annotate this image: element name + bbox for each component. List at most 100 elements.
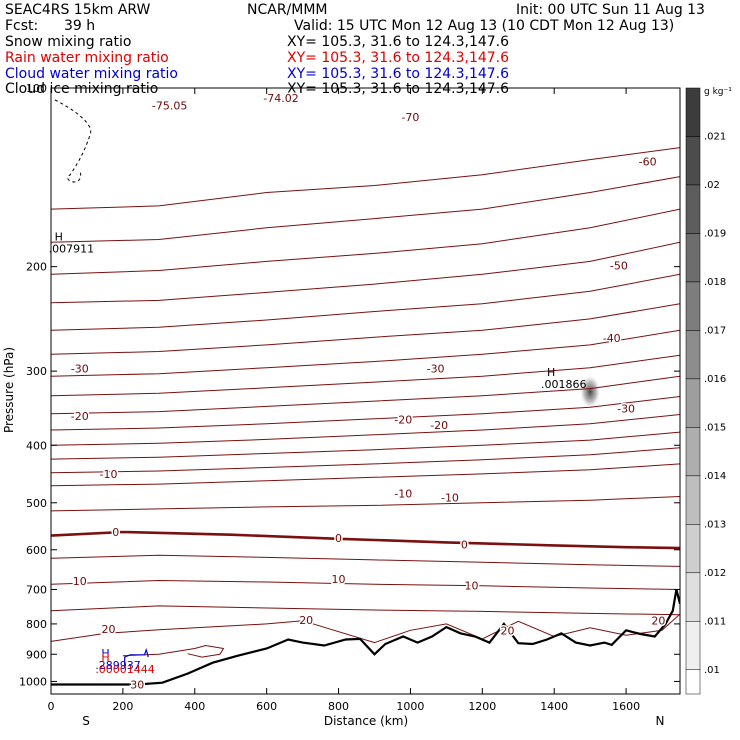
snow-max-shading bbox=[580, 375, 601, 408]
isotherm-label: 20 bbox=[102, 623, 116, 636]
valid-time: Valid: 15 UTC Mon 12 Aug 13 (10 CDT Mon … bbox=[294, 18, 675, 34]
colorbar-swatch bbox=[685, 572, 701, 622]
isotherm-label: -75.05 bbox=[152, 99, 187, 112]
xy-range-cloud-water: XY= 105.3, 31.6 to 124.3,147.6 bbox=[287, 66, 510, 82]
isotherm-m35 bbox=[51, 375, 680, 415]
colorbar-level: .013 bbox=[704, 519, 726, 530]
isotherm-label: -30 bbox=[427, 363, 445, 376]
colorbar-level: .011 bbox=[704, 616, 726, 627]
colorbar-swatch bbox=[685, 184, 701, 234]
isotherm-label: -30 bbox=[71, 363, 89, 376]
colorbar-swatch bbox=[685, 427, 701, 477]
isotherm-25 bbox=[122, 644, 225, 658]
isotherm-m60 bbox=[51, 241, 680, 304]
colorbar-swatch bbox=[685, 330, 701, 380]
extremum-value: .007911 bbox=[49, 243, 95, 256]
y-tick-label: 300 bbox=[26, 365, 47, 378]
isotherm-label: -10 bbox=[100, 468, 118, 481]
colorbar-swatch bbox=[685, 233, 701, 283]
isotherm-label: 0 bbox=[461, 539, 468, 552]
isotherm-m70 bbox=[51, 176, 680, 243]
model-title: SEAC4RS 15km ARW bbox=[5, 2, 151, 18]
isotherm-m30 bbox=[51, 396, 680, 431]
colorbar-unit: g kg⁻¹ bbox=[704, 87, 732, 97]
forecast-hour: 39 h bbox=[64, 18, 96, 34]
x-axis-title: Distance (km) bbox=[324, 714, 408, 728]
extremum-mark: H bbox=[55, 231, 63, 244]
y-tick-label: 400 bbox=[26, 439, 47, 452]
isotherm-label: 0 bbox=[335, 532, 342, 545]
colorbar-level: .02 bbox=[704, 180, 720, 191]
forecast-label: Fcst: bbox=[5, 18, 39, 34]
colorbar-swatch bbox=[685, 136, 701, 186]
colorbar-level: .017 bbox=[704, 325, 726, 336]
isotherm-label: -40 bbox=[603, 332, 621, 345]
x-tick-label: 1600 bbox=[612, 700, 640, 713]
isotherm-label: -20 bbox=[394, 414, 412, 427]
colorbar-level: .021 bbox=[704, 131, 726, 142]
extremum-value: .289937 bbox=[95, 659, 141, 672]
colorbar-level: .019 bbox=[704, 228, 726, 239]
isotherm-label: 10 bbox=[332, 573, 346, 586]
x-tick-label: 200 bbox=[112, 700, 133, 713]
y-tick-label: 200 bbox=[26, 261, 47, 274]
x-tick-label: 1200 bbox=[468, 700, 496, 713]
isotherm-label: 10 bbox=[73, 575, 87, 588]
isotherm-m50 bbox=[51, 303, 680, 355]
x-tick-label: 1400 bbox=[540, 700, 568, 713]
isotherm-m5 bbox=[51, 496, 680, 512]
isotherm-15 bbox=[51, 605, 680, 616]
x-right-end-label: N bbox=[656, 714, 665, 728]
y-axis-title: Pressure (hPa) bbox=[2, 347, 16, 433]
extremum-value: .00001444 bbox=[95, 663, 155, 676]
isotherm-0 bbox=[51, 530, 680, 550]
y-tick-label: 100 bbox=[26, 82, 47, 95]
extremum-mark: H bbox=[101, 647, 109, 660]
isotherm-10 bbox=[51, 579, 680, 590]
extremum-mark: H bbox=[101, 651, 109, 664]
isotherm-label: -30 bbox=[617, 403, 635, 416]
org-title: NCAR/MMM bbox=[247, 2, 328, 18]
isotherm-m10 bbox=[51, 463, 680, 487]
colorbar-level: .012 bbox=[704, 568, 726, 579]
x-left-end-label: S bbox=[82, 714, 90, 728]
isotherm-label: 20 bbox=[299, 614, 313, 627]
x-tick-label: 400 bbox=[184, 700, 205, 713]
colorbar-swatch bbox=[685, 621, 701, 671]
x-tick-label: 0 bbox=[48, 700, 55, 713]
cloud-ice-contour bbox=[54, 99, 92, 183]
colorbar-level: .01 bbox=[704, 665, 720, 676]
y-tick-label: 700 bbox=[26, 584, 47, 597]
isotherm-m65 bbox=[51, 208, 680, 275]
plot-frame bbox=[50, 87, 681, 695]
x-tick-label: 600 bbox=[256, 700, 277, 713]
isotherm-label: -74.02 bbox=[263, 92, 298, 105]
field-label-snow: Snow mixing ratio bbox=[5, 34, 132, 50]
y-tick-label: 900 bbox=[26, 648, 47, 661]
isotherm-label: 30 bbox=[130, 679, 144, 692]
colorbar-level: .016 bbox=[704, 374, 726, 385]
isotherm-label: -50 bbox=[610, 259, 628, 272]
y-tick-label: 800 bbox=[26, 618, 47, 631]
colorbar-level: .015 bbox=[704, 422, 726, 433]
colorbar-swatch bbox=[685, 669, 701, 695]
isotherm-m55 bbox=[51, 273, 680, 331]
isotherm-5 bbox=[51, 554, 680, 567]
field-label-rain: Rain water mixing ratio bbox=[5, 50, 169, 66]
y-tick-label: 600 bbox=[26, 544, 47, 557]
isotherm-m15 bbox=[51, 447, 680, 474]
isotherm-label: 20 bbox=[500, 624, 514, 637]
x-tick-label: 800 bbox=[328, 700, 349, 713]
colorbar-swatch bbox=[685, 475, 701, 525]
isotherm-label: -60 bbox=[639, 155, 657, 168]
isotherm-label: 0 bbox=[112, 526, 119, 539]
xy-range-cloud-ice: XY= 105.3, 31.6 to 124.3,147.6 bbox=[287, 81, 510, 97]
cloud-water-contour bbox=[124, 647, 149, 669]
y-tick-label: 500 bbox=[26, 497, 47, 510]
isotherm-m45 bbox=[51, 329, 680, 377]
extremum-mark: H bbox=[547, 366, 555, 379]
xy-range-snow: XY= 105.3, 31.6 to 124.3,147.6 bbox=[287, 34, 510, 50]
isotherm-label: 10 bbox=[465, 579, 479, 592]
isotherm-20 bbox=[51, 613, 680, 644]
